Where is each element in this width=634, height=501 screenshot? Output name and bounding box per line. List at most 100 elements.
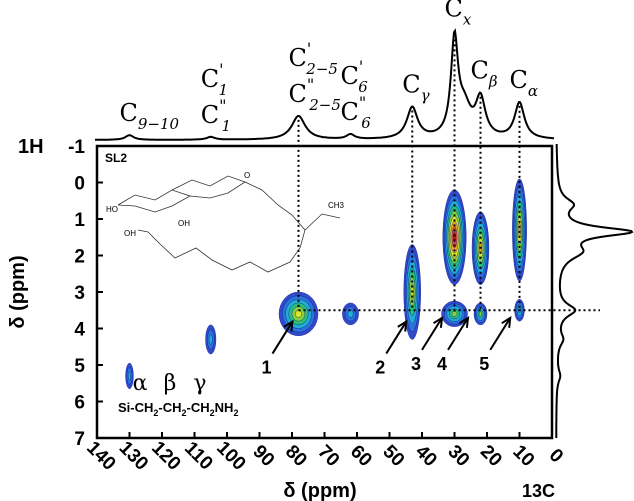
x-tick-label: 30: [443, 441, 473, 471]
arrow-head: [283, 319, 294, 332]
linker-greek: β: [164, 371, 177, 396]
y-tick-label: 2: [74, 247, 85, 268]
annotation-main: C: [120, 99, 138, 127]
atom-label: OH: [178, 219, 190, 228]
annotation: C" 6: [341, 93, 372, 132]
annotation-sup: ": [307, 75, 314, 94]
peak-label: 3: [411, 354, 421, 374]
x-tick-label: 130: [115, 437, 152, 474]
contour-ring: [451, 311, 458, 317]
annotation: C' 2−5: [289, 39, 338, 78]
annotation-sub: α: [528, 82, 538, 100]
arrow-head: [501, 315, 512, 328]
annotation-main: C: [445, 0, 463, 22]
x-tick-label: 80: [281, 441, 311, 471]
annotation-main: C: [471, 57, 489, 85]
peak-label: 1: [261, 358, 271, 378]
x-tick-label: 140: [82, 437, 119, 474]
annotation-sup: ": [359, 93, 366, 112]
annotation: C" 1: [201, 96, 231, 135]
annotation: Cα: [510, 66, 539, 100]
arrow-shaft: [447, 317, 469, 351]
formula-part: Si-CH: [118, 400, 153, 415]
arrow-head: [458, 315, 470, 328]
y-tick-label: 7: [74, 429, 85, 450]
x-tick-label: 120: [147, 437, 184, 474]
y-tick-label: 4: [74, 320, 85, 341]
x-tick-label: 110: [180, 438, 217, 475]
contour-ring: [208, 334, 213, 345]
annotation-sub: 2−5: [305, 60, 338, 78]
x-tick-label: 60: [346, 441, 376, 471]
projection-right: [555, 144, 634, 438]
annotation-main: C: [402, 70, 420, 98]
annotation-sub: 6: [358, 78, 368, 96]
formula-part: 2: [233, 408, 238, 418]
contour-ring: [479, 311, 483, 317]
contour-ring: [127, 371, 131, 381]
annotation-sub: γ: [421, 86, 430, 104]
y-tick-label: -1: [68, 137, 85, 158]
peak-label: 2: [375, 358, 385, 378]
formula-part: 2: [182, 408, 187, 418]
molecule-structure: [117, 175, 341, 273]
x-tick-label: 90: [248, 441, 278, 471]
y-axis-label: δ (ppm): [7, 255, 29, 328]
formula-part: -CH: [158, 400, 181, 415]
annotation: C' 1: [201, 60, 228, 99]
annotation-sub: 9−10: [138, 115, 180, 133]
annotation-main: C: [341, 62, 359, 90]
annotation-sub: x: [463, 10, 472, 28]
annotation-main: C: [201, 101, 219, 129]
annotation: C" 2−5: [289, 75, 341, 114]
annotation-main: C: [510, 66, 528, 94]
formula-part: -CH: [187, 400, 210, 415]
annotation-main: C: [289, 44, 307, 72]
atom-label: O: [244, 171, 250, 180]
annotation-sup: ': [359, 57, 363, 76]
annotation-sub: 2−5: [308, 96, 341, 114]
contour-ring: [347, 310, 354, 318]
annotation: Cγ: [402, 70, 429, 104]
x-tick-label: 70: [313, 441, 343, 471]
x-tick-label: 40: [411, 441, 441, 471]
linker-formula: Si-CH2-CH2-CH2NH2: [118, 400, 238, 418]
arrow-shaft: [489, 317, 512, 351]
x-tick-label: 0: [545, 445, 567, 467]
y-tick-label: 5: [74, 356, 85, 377]
contour-ring: [518, 222, 521, 238]
peak-label: 4: [437, 354, 447, 374]
formula-part: 2: [153, 408, 158, 418]
arrow-head: [397, 319, 408, 332]
annotation-main: C: [201, 65, 219, 93]
projection-top: [95, 28, 555, 141]
x-tick-label: 50: [378, 441, 408, 471]
arrow-shaft: [421, 317, 443, 351]
atom-label: HO: [106, 205, 118, 214]
arrow-shaft: [271, 321, 294, 355]
atom-label: CH3: [328, 201, 345, 210]
x-tick-label: 100: [212, 437, 249, 474]
annotation-sub: 1: [221, 117, 231, 135]
annotation-sup: ": [219, 96, 226, 115]
y-tick-label: 1: [74, 210, 85, 231]
annotation-sub: 1: [219, 81, 229, 99]
contour-layer: [125, 178, 527, 389]
contour-ring: [295, 310, 302, 318]
y-tick-label: 0: [74, 174, 85, 195]
annotation: C' 6: [341, 57, 369, 96]
annotation-main: C: [289, 80, 307, 108]
annotation: Cx: [445, 0, 472, 28]
annotation-sup: ': [307, 39, 311, 58]
x-tick-label: 20: [476, 441, 506, 471]
atom-label: OH: [124, 229, 136, 238]
formula-part: 2: [210, 408, 215, 418]
annotation-sup: ': [219, 60, 223, 79]
peak-label: 5: [479, 354, 489, 374]
x-nucleus: 13C: [522, 481, 555, 501]
arrow-head: [432, 315, 444, 328]
y-tick-label: 6: [74, 393, 85, 414]
y-tick-label: 3: [74, 283, 85, 304]
linker-greek: α: [133, 371, 148, 396]
